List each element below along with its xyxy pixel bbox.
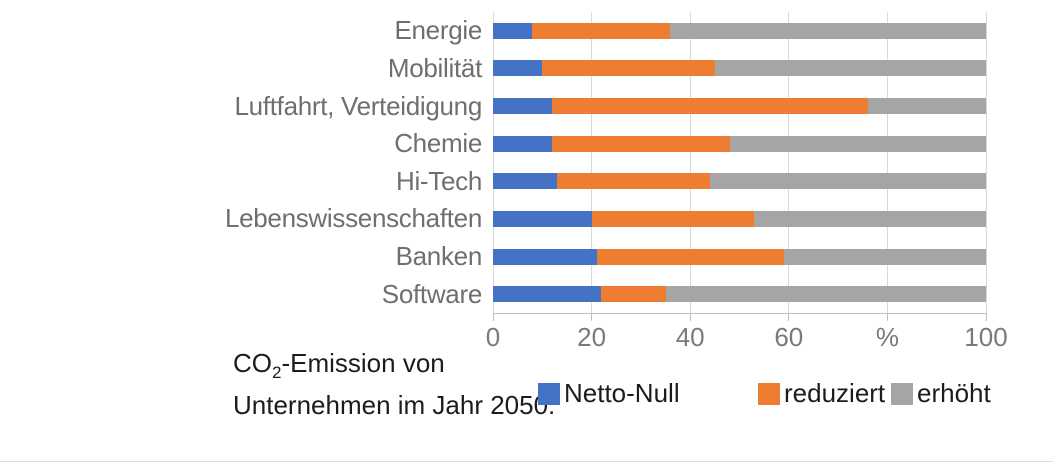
gridline-40 — [689, 12, 691, 313]
bar-segment-reduziert — [552, 135, 730, 152]
stacked-bar — [493, 286, 986, 303]
legend-label: Netto-Null — [564, 378, 680, 408]
subscript-2: 2 — [272, 363, 282, 383]
bar-segment-reduziert — [552, 98, 868, 115]
bar-segment-netto-null — [493, 98, 553, 115]
bar-segment-erhöht — [665, 286, 986, 303]
category-label: Lebenswissenschaften — [224, 203, 482, 234]
bar-segment-reduziert — [542, 60, 715, 77]
category-label: Chemie — [394, 128, 482, 159]
category-label: Luftfahrt, Verteidigung — [234, 90, 482, 121]
bar-segment-netto-null — [493, 60, 543, 77]
x-tick-label: 100 — [964, 322, 1008, 352]
bar-row — [493, 200, 986, 238]
bar-segment-netto-null — [493, 248, 597, 265]
bar-segment-erhöht — [783, 248, 986, 265]
category-label: Banken — [395, 241, 483, 272]
tick-mark-20 — [591, 313, 593, 321]
bar-segment-netto-null — [493, 286, 602, 303]
bar-segment-erhöht — [729, 135, 986, 152]
category-label: Software — [381, 278, 483, 309]
gridline-60 — [788, 12, 790, 313]
bar-segment-netto-null — [493, 135, 553, 152]
bar-segment-netto-null — [493, 210, 592, 227]
legend: Netto-Null reduziert erhöht — [0, 378, 1053, 408]
legend-title-line1: CO2-Emission von — [233, 348, 445, 383]
bar-segment-erhöht — [709, 173, 986, 190]
bar-row — [493, 87, 986, 125]
tick-mark-40 — [689, 313, 691, 321]
category-axis: Energie Mobilität Luftfahrt, Verteidigung C… — [0, 12, 482, 313]
legend-swatch-erhöht — [891, 382, 913, 405]
gridline-20 — [591, 12, 593, 313]
stacked-bar — [493, 135, 986, 152]
stacked-bar — [493, 98, 986, 115]
bar-row — [493, 275, 986, 313]
stacked-bar — [493, 60, 986, 77]
bars-layer — [493, 12, 986, 313]
tick-mark-60 — [788, 313, 790, 321]
bar-segment-erhöht — [754, 210, 986, 227]
bar-segment-reduziert — [601, 286, 666, 303]
category-label: Mobilität — [387, 52, 482, 83]
bar-segment-erhöht — [670, 22, 986, 39]
legend-swatch-netto-null — [538, 382, 560, 405]
tick-mark-100 — [985, 313, 987, 321]
x-tick-label: % — [875, 322, 899, 352]
gridline-0 — [492, 12, 494, 313]
bar-segment-reduziert — [596, 248, 784, 265]
bar-segment-netto-null — [493, 173, 558, 190]
bar-row — [493, 163, 986, 201]
tick-mark-0 — [492, 313, 494, 321]
legend-item-erhöht: erhöht — [891, 378, 991, 409]
bar-row — [493, 50, 986, 88]
x-tick-label: 40 — [675, 322, 705, 352]
legend-swatch-reduziert — [758, 382, 780, 405]
legend-item-reduziert: reduziert — [758, 378, 885, 409]
category-label: Energie — [394, 15, 482, 46]
x-axis-line — [493, 313, 986, 314]
x-tick-label: 0 — [485, 322, 501, 352]
gridline-80 — [886, 12, 888, 313]
x-tick-label: 20 — [577, 322, 607, 352]
legend-label: reduziert — [784, 378, 886, 408]
stacked-bar — [493, 248, 986, 265]
category-label: Hi-Tech — [395, 165, 482, 196]
bar-segment-netto-null — [493, 22, 533, 39]
bar-segment-reduziert — [532, 22, 671, 39]
tick-mark-80 — [886, 313, 888, 321]
gridline-100 — [985, 12, 987, 313]
legend-title: CO2-Emission von Unternehmen im Jahr 205… — [233, 347, 555, 421]
legend-title-line2: Unternehmen im Jahr 2050: — [233, 390, 556, 421]
bar-row — [493, 125, 986, 163]
legend-item-netto-null: Netto-Null — [538, 378, 680, 409]
gridlines-layer — [492, 12, 987, 321]
bar-segment-reduziert — [557, 173, 710, 190]
bar-segment-erhöht — [867, 98, 986, 115]
x-tick-label: 60 — [774, 322, 804, 352]
plot-area — [492, 12, 987, 321]
bar-segment-erhöht — [714, 60, 986, 77]
stacked-bar — [493, 173, 986, 190]
stacked-bar — [493, 210, 986, 227]
bar-segment-reduziert — [591, 210, 755, 227]
bar-row — [493, 238, 986, 276]
bar-row — [493, 12, 986, 50]
stacked-bar — [493, 22, 986, 39]
legend-label: erhöht — [917, 378, 991, 408]
